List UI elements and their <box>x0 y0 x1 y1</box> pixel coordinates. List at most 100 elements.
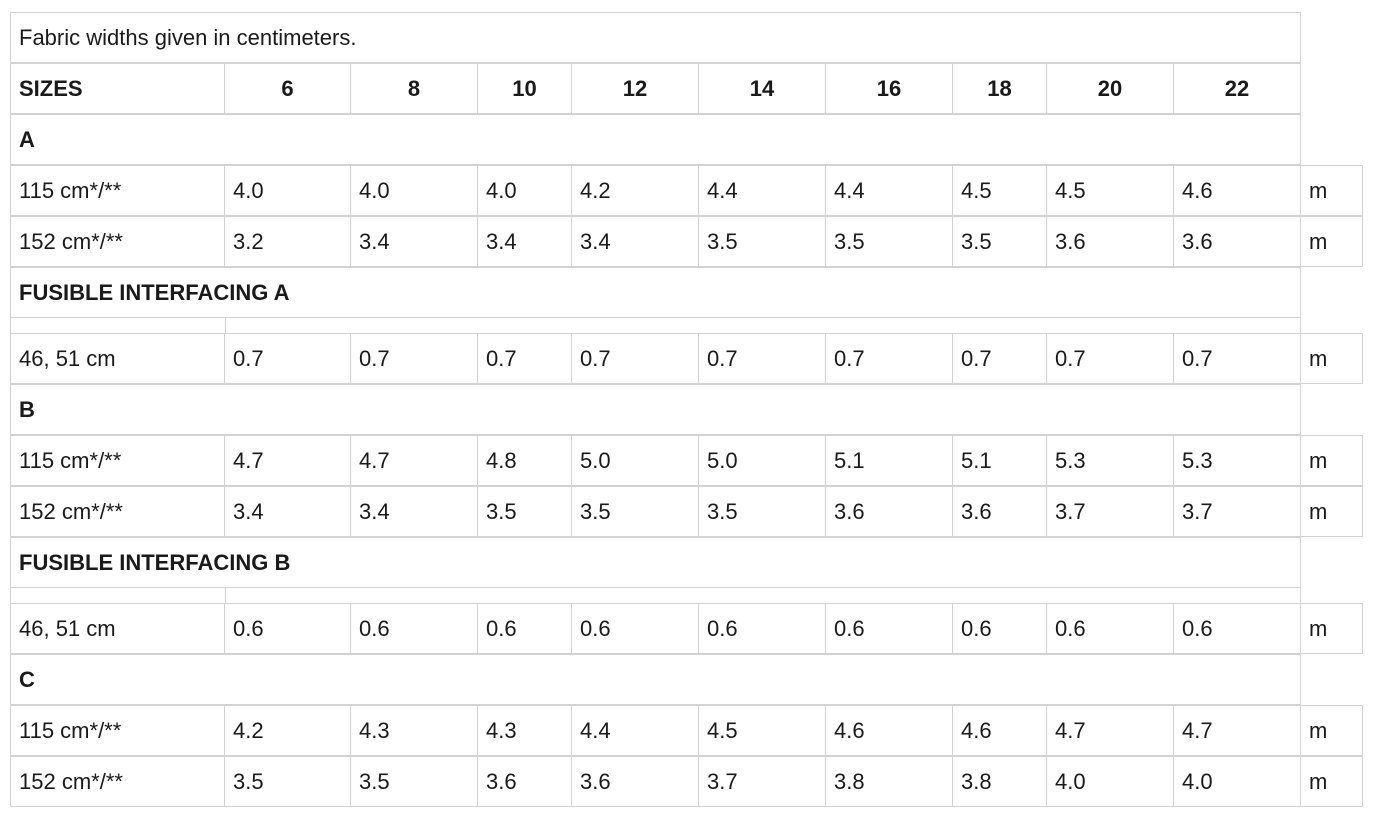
size-header-14: 14 <box>698 63 826 114</box>
table-row: 115 cm*/** 4.0 4.0 4.0 4.2 4.4 4.4 4.5 4.5 4.6 m <box>0 165 1385 216</box>
yardage-value: 0.7 <box>224 333 351 384</box>
sizes-header: SIZES <box>10 63 225 114</box>
unit-label: m <box>1300 216 1363 267</box>
fabric-width-label: 115 cm*/** <box>10 435 225 486</box>
yardage-value: 3.6 <box>825 486 953 537</box>
yardage-value: 3.2 <box>224 216 351 267</box>
section-spacer <box>10 318 1301 333</box>
section-spacer <box>10 588 1301 603</box>
section-title: A <box>10 114 1301 165</box>
section-title: FUSIBLE INTERFACING B <box>10 537 1301 588</box>
yardage-value: 3.5 <box>698 486 826 537</box>
yardage-value: 3.4 <box>224 486 351 537</box>
yardage-value: 4.4 <box>698 165 826 216</box>
section-title-row: C <box>0 654 1385 705</box>
yardage-value: 4.0 <box>1173 756 1301 807</box>
yardage-value: 4.3 <box>477 705 572 756</box>
yardage-value: 3.6 <box>1046 216 1174 267</box>
size-header-18: 18 <box>952 63 1047 114</box>
yardage-value: 3.8 <box>952 756 1047 807</box>
yardage-value: 0.7 <box>952 333 1047 384</box>
yardage-value: 0.7 <box>571 333 699 384</box>
yardage-value: 3.5 <box>571 486 699 537</box>
yardage-value: 3.4 <box>477 216 572 267</box>
yardage-value: 0.7 <box>698 333 826 384</box>
yardage-value: 0.6 <box>698 603 826 654</box>
yardage-value: 4.2 <box>224 705 351 756</box>
yardage-value: 4.8 <box>477 435 572 486</box>
unit-label: m <box>1300 603 1363 654</box>
yardage-value: 4.7 <box>1046 705 1174 756</box>
unit-label: m <box>1300 333 1363 384</box>
section-title-row: A <box>0 114 1385 165</box>
yardage-value: 0.6 <box>571 603 699 654</box>
yardage-value: 4.0 <box>350 165 478 216</box>
yardage-value: 3.4 <box>350 486 478 537</box>
caption-row: Fabric widths given in centimeters. <box>0 12 1385 63</box>
yardage-value: 4.3 <box>350 705 478 756</box>
section-title-row: FUSIBLE INTERFACING A <box>0 267 1385 318</box>
yardage-value: 0.6 <box>825 603 953 654</box>
yardage-value: 4.5 <box>952 165 1047 216</box>
header-row: SIZES 6 8 10 12 14 16 18 20 22 <box>0 63 1385 114</box>
table-row: 152 cm*/** 3.5 3.5 3.6 3.6 3.7 3.8 3.8 4.0 4.0 m <box>0 756 1385 807</box>
unit-label: m <box>1300 705 1363 756</box>
yardage-value: 0.6 <box>224 603 351 654</box>
table-row: 152 cm*/** 3.4 3.4 3.5 3.5 3.5 3.6 3.6 3.7 3.7 m <box>0 486 1385 537</box>
table-row: 46, 51 cm 0.6 0.6 0.6 0.6 0.6 0.6 0.6 0.6 0.6 m <box>0 603 1385 654</box>
yardage-value: 4.6 <box>952 705 1047 756</box>
yardage-value: 0.6 <box>952 603 1047 654</box>
yardage-value: 3.5 <box>477 486 572 537</box>
yardage-value: 4.0 <box>224 165 351 216</box>
yardage-value: 3.4 <box>350 216 478 267</box>
yardage-value: 3.5 <box>825 216 953 267</box>
yardage-value: 5.0 <box>698 435 826 486</box>
yardage-value: 0.7 <box>825 333 953 384</box>
yardage-value: 4.7 <box>1173 705 1301 756</box>
yardage-value: 3.6 <box>477 756 572 807</box>
yardage-value: 5.3 <box>1046 435 1174 486</box>
size-header-12: 12 <box>571 63 699 114</box>
table-row: 115 cm*/** 4.2 4.3 4.3 4.4 4.5 4.6 4.6 4.7 4.7 m <box>0 705 1385 756</box>
yardage-value: 3.7 <box>698 756 826 807</box>
yardage-value: 4.5 <box>698 705 826 756</box>
yardage-value: 3.6 <box>952 486 1047 537</box>
section-spacer-divider <box>225 588 226 603</box>
unit-label: m <box>1300 435 1363 486</box>
fabric-width-label: 46, 51 cm <box>10 603 225 654</box>
yardage-value: 3.5 <box>952 216 1047 267</box>
yardage-value: 0.6 <box>350 603 478 654</box>
size-header-6: 6 <box>224 63 351 114</box>
fabric-width-label: 152 cm*/** <box>10 216 225 267</box>
yardage-value: 0.6 <box>1173 603 1301 654</box>
yardage-value: 3.4 <box>571 216 699 267</box>
yardage-value: 0.7 <box>350 333 478 384</box>
yardage-value: 3.6 <box>571 756 699 807</box>
table-row: 46, 51 cm 0.7 0.7 0.7 0.7 0.7 0.7 0.7 0.7 0.7 m <box>0 333 1385 384</box>
yardage-value: 4.7 <box>224 435 351 486</box>
unit-label: m <box>1300 486 1363 537</box>
size-header-10: 10 <box>477 63 572 114</box>
section-spacer-divider <box>225 318 226 333</box>
unit-label: m <box>1300 165 1363 216</box>
size-header-22: 22 <box>1173 63 1301 114</box>
table-caption: Fabric widths given in centimeters. <box>10 12 1301 63</box>
section-title-row: FUSIBLE INTERFACING B <box>0 537 1385 588</box>
yardage-value: 4.4 <box>571 705 699 756</box>
yardage-value: 3.5 <box>350 756 478 807</box>
section-title: B <box>10 384 1301 435</box>
yardage-value: 0.6 <box>477 603 572 654</box>
size-header-8: 8 <box>350 63 478 114</box>
yardage-value: 4.0 <box>477 165 572 216</box>
yardage-value: 3.5 <box>224 756 351 807</box>
fabric-width-label: 46, 51 cm <box>10 333 225 384</box>
yardage-value: 0.7 <box>1173 333 1301 384</box>
yardage-value: 3.7 <box>1046 486 1174 537</box>
yardage-value: 4.0 <box>1046 756 1174 807</box>
yardage-value: 0.7 <box>1046 333 1174 384</box>
size-header-16: 16 <box>825 63 953 114</box>
yardage-value: 3.5 <box>698 216 826 267</box>
yardage-value: 5.1 <box>952 435 1047 486</box>
section-title-row: B <box>0 384 1385 435</box>
section-title: C <box>10 654 1301 705</box>
